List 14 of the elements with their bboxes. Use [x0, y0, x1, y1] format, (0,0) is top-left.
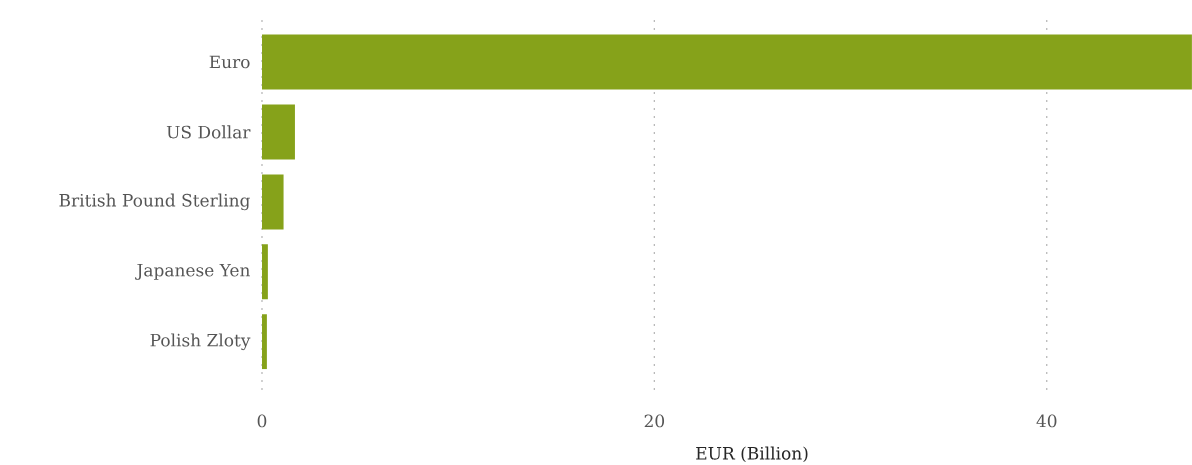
- x-axis-title: EUR (Billion): [696, 446, 808, 462]
- x-tick-label: 0: [257, 414, 267, 428]
- bar: [261, 314, 267, 370]
- bar: [261, 34, 1192, 90]
- x-tick-label: 40: [1036, 414, 1057, 428]
- bar: [261, 104, 295, 160]
- y-tick-label: British Pound Sterling: [59, 193, 250, 211]
- y-tick-label: Euro: [209, 55, 250, 69]
- bar: [261, 174, 284, 230]
- x-tick-label: 20: [644, 414, 665, 428]
- y-tick-label: Japanese Yen: [135, 263, 250, 280]
- y-tick-label: Polish Zloty: [150, 333, 251, 350]
- y-tick-label: US Dollar: [166, 125, 251, 139]
- bar: [261, 244, 268, 300]
